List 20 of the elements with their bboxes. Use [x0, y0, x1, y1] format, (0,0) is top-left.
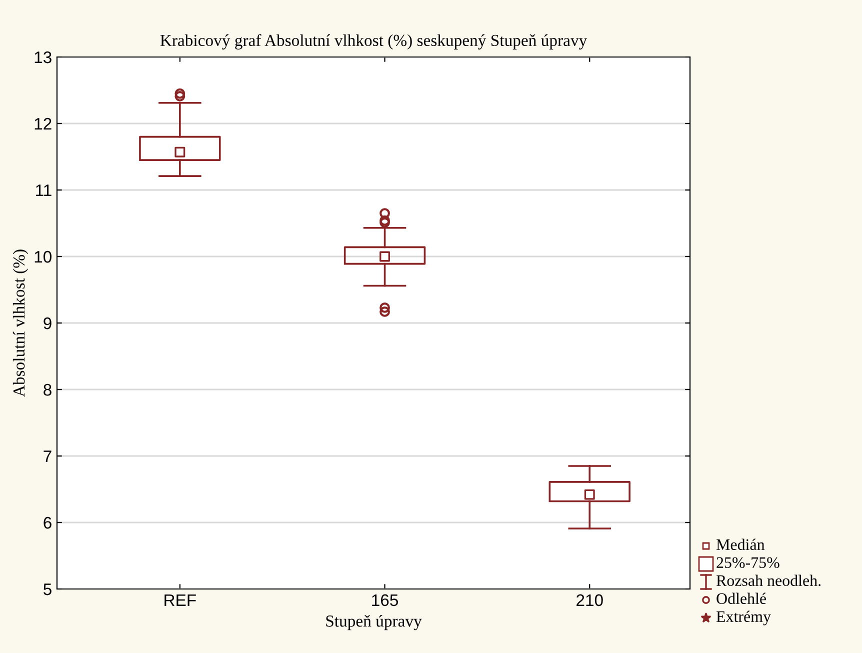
x-tick-label: 210	[576, 594, 603, 606]
text: 25%-75%	[716, 557, 780, 568]
y-tick-label: 8	[44, 384, 52, 396]
y-axis-title: Absolutní vlhkost (%)	[12, 250, 28, 397]
y-tick-label: 9	[44, 317, 52, 330]
text: Odlehlé	[716, 592, 766, 604]
text: Extrémy	[716, 610, 771, 626]
y-tick-label: 12	[34, 118, 52, 130]
y-tick-label: 7	[44, 450, 52, 462]
y-tick-label: 10	[34, 250, 52, 263]
x-tick-label: REF	[164, 594, 196, 606]
x-axis-title: Stupeň úpravy	[326, 614, 422, 630]
text: Medián	[716, 538, 765, 550]
y-tick-label: 6	[44, 516, 52, 529]
text: Rozsah neodleh.	[716, 574, 821, 586]
y-tick-label: 11	[36, 184, 52, 196]
x-tick-label: 165	[372, 594, 398, 606]
chart-title: Krabicový graf Absolutní vlhkost (%) seskupený Stupeň úpravy	[160, 34, 588, 50]
y-tick-label: 13	[34, 51, 52, 64]
y-tick-label: 5	[44, 584, 52, 596]
